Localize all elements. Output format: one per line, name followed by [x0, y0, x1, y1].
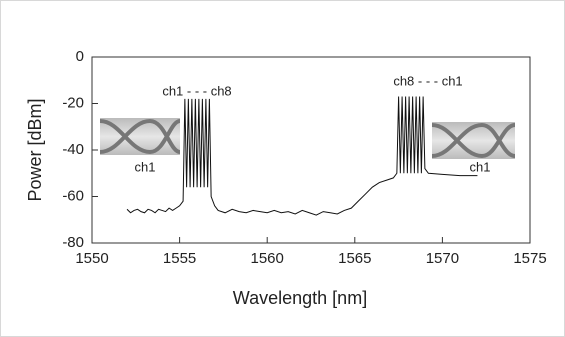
y-tick-label: -80	[62, 234, 84, 251]
x-tick-label: 1560	[251, 250, 284, 267]
y-tick-label: -60	[62, 187, 84, 204]
y-tick-label: -20	[62, 94, 84, 111]
x-tick-label: 1565	[338, 250, 371, 267]
x-tick-label: 1555	[163, 250, 196, 267]
x-tick-label: 1575	[513, 250, 546, 267]
annotation: ch1	[470, 159, 491, 174]
eye-diagram-right	[432, 122, 515, 159]
y-axis-label: Power [dBm]	[25, 98, 45, 201]
x-axis-label: Wavelength [nm]	[233, 288, 367, 308]
y-tick-label: 0	[76, 48, 84, 65]
annotation: ch1 - - - ch8	[162, 83, 231, 98]
eye-diagram-left	[100, 118, 180, 155]
x-tick-label: 1570	[426, 250, 459, 267]
annotation: ch1	[135, 159, 156, 174]
chart: Wavelength [nm] Power [dBm] ch1 - - - ch…	[0, 0, 565, 337]
annotation: ch8 - - - ch1	[393, 73, 462, 88]
x-tick-label: 1550	[75, 250, 108, 267]
y-tick-label: -40	[62, 141, 84, 158]
